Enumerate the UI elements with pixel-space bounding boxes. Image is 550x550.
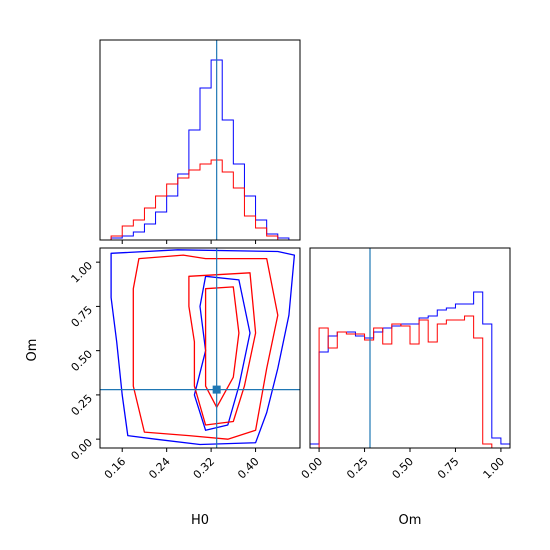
- contour-red-outer: [132, 254, 279, 440]
- histogram-series-red: [310, 315, 510, 448]
- contour-red-middle: [188, 272, 257, 426]
- h0-histogram-frame: [99, 39, 301, 241]
- contour-blue-inner: [193, 275, 251, 431]
- histogram-series-blue: [310, 291, 510, 448]
- y-tick-label: 1.00: [69, 259, 96, 286]
- x-tick-label: 0.32: [191, 455, 218, 482]
- y-axis-label-om: Om: [25, 339, 40, 362]
- histogram-series-red: [100, 159, 300, 240]
- x-tick-label: 0.16: [102, 455, 129, 482]
- y-tick-label: 0.25: [69, 392, 96, 419]
- x-axis-label-om: Om: [399, 513, 422, 528]
- x-tick-label: 0.40: [235, 455, 262, 482]
- om-histogram-panel: 0.00 0.25 0.50 0.75 1.00: [299, 247, 511, 482]
- om-histogram-frame: [309, 247, 511, 449]
- x-tick-label: 0.00: [299, 455, 326, 482]
- histogram-series-blue: [100, 59, 300, 240]
- y-tick-label: 0.50: [69, 348, 96, 375]
- truth-marker: [212, 385, 221, 394]
- x-axis-label-h0: H0: [191, 513, 209, 528]
- y-tick-label: 0.00: [69, 436, 96, 463]
- x-tick-label: 1.00: [481, 455, 508, 482]
- contour-red-inner: [204, 286, 240, 408]
- contour-blue-outer: [110, 249, 296, 446]
- joint-panel-frame: [99, 247, 301, 449]
- x-tick-label: 0.75: [435, 455, 462, 482]
- h0-histogram-panel: [99, 39, 301, 244]
- x-tick-label: 0.25: [344, 455, 371, 482]
- joint-contour-panel: 0.16 0.24 0.32 0.40 0.00 0.25 0.50 0.75 1.00: [69, 247, 301, 482]
- x-tick-label: 0.24: [146, 455, 173, 482]
- y-tick-label: 0.75: [69, 303, 96, 330]
- x-tick-label: 0.50: [390, 455, 417, 482]
